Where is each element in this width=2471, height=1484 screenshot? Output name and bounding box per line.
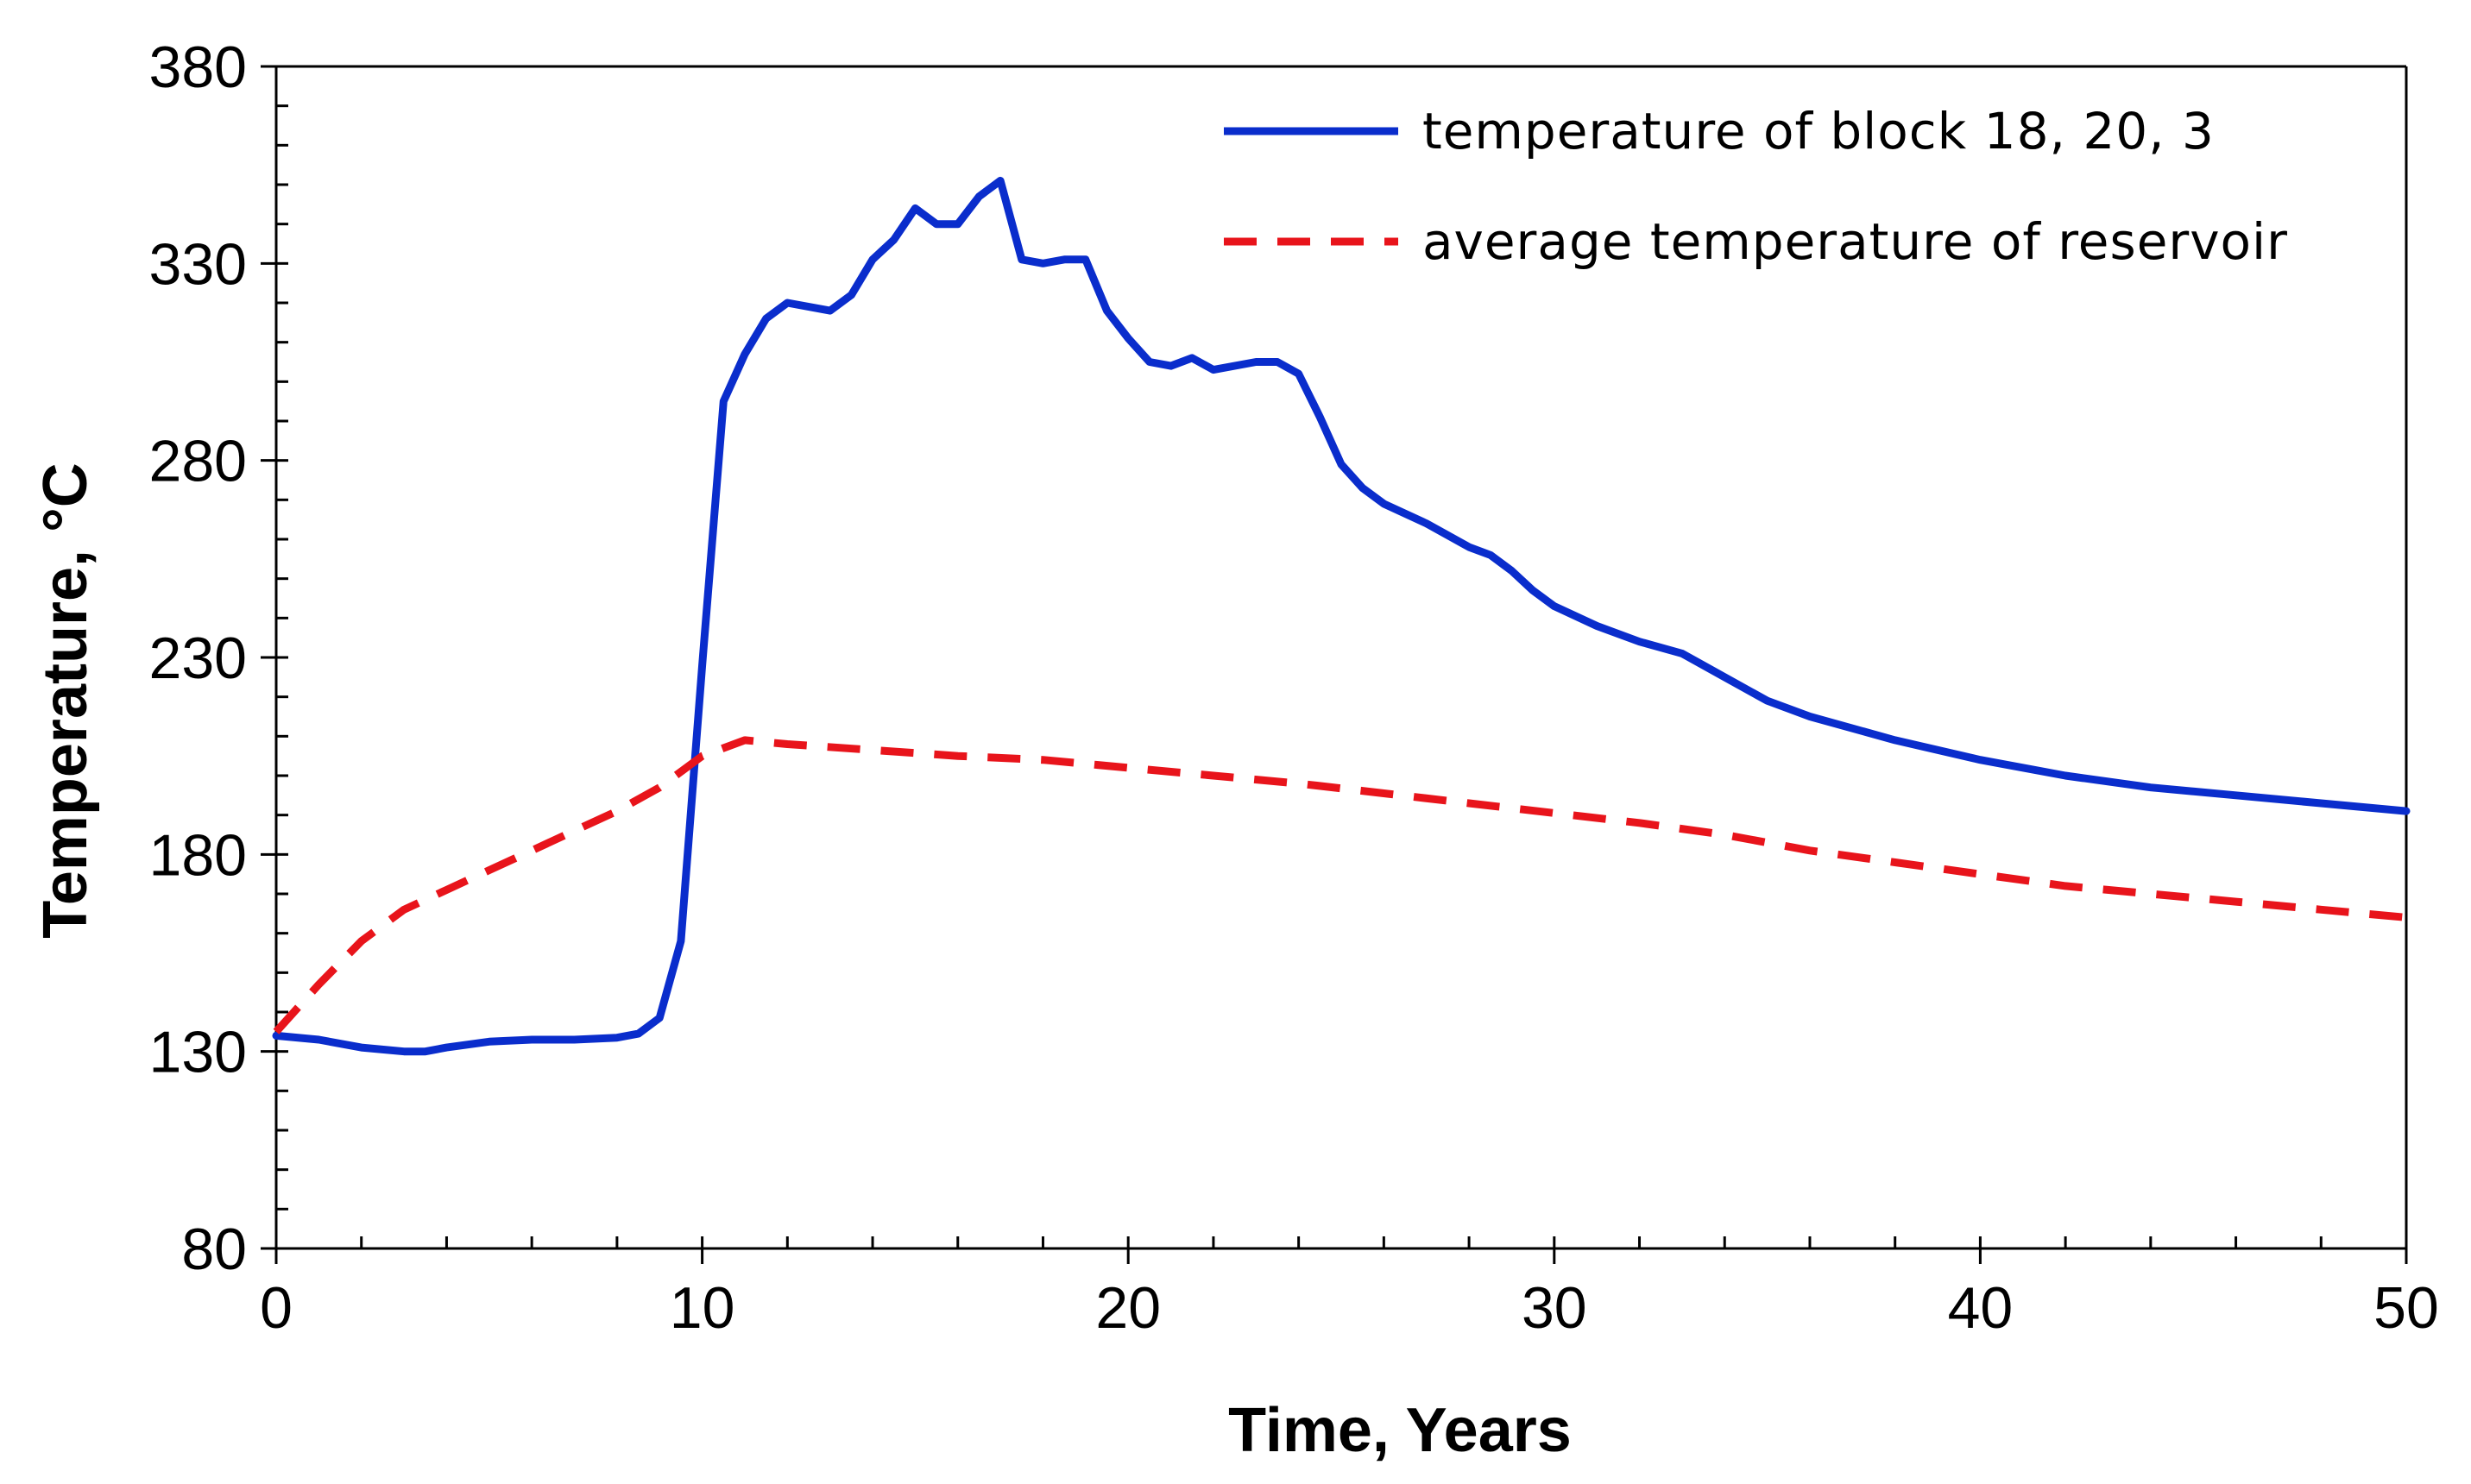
- axes: 80 130 180 230 280 330 380 0 10 20 30 40 50: [149, 35, 2439, 1341]
- x-axis-title: Time, Years: [1228, 1396, 1572, 1465]
- y-tick-label: 280: [149, 429, 247, 494]
- x-tick-label: 20: [1095, 1275, 1161, 1341]
- y-tick-label: 380: [149, 35, 247, 100]
- series-line-1: [272, 176, 2411, 1056]
- x-tick-label: 30: [1522, 1275, 1587, 1341]
- y-tick-label: 80: [181, 1217, 247, 1282]
- y-axis-title: Temperature, °C: [31, 462, 100, 939]
- y-tick-label: 180: [149, 822, 247, 888]
- x-tick-label: 50: [2373, 1275, 2439, 1341]
- y-tick-label: 130: [149, 1020, 247, 1085]
- x-tick-label: 0: [260, 1275, 293, 1341]
- legend-label-1: temperature of block 18, 20, 3: [1422, 102, 2215, 160]
- y-tick-label: 330: [149, 231, 247, 297]
- x-tick-label: 10: [670, 1275, 735, 1341]
- series-line-2: [273, 736, 2407, 1034]
- x-tick-label: 40: [1948, 1275, 2014, 1341]
- series-layer: [272, 176, 2411, 1056]
- y-tick-label: 230: [149, 626, 247, 691]
- legend: temperature of block 18, 20, 3 average te…: [1224, 102, 2288, 271]
- legend-label-2: average temperature of reservoir: [1422, 212, 2288, 271]
